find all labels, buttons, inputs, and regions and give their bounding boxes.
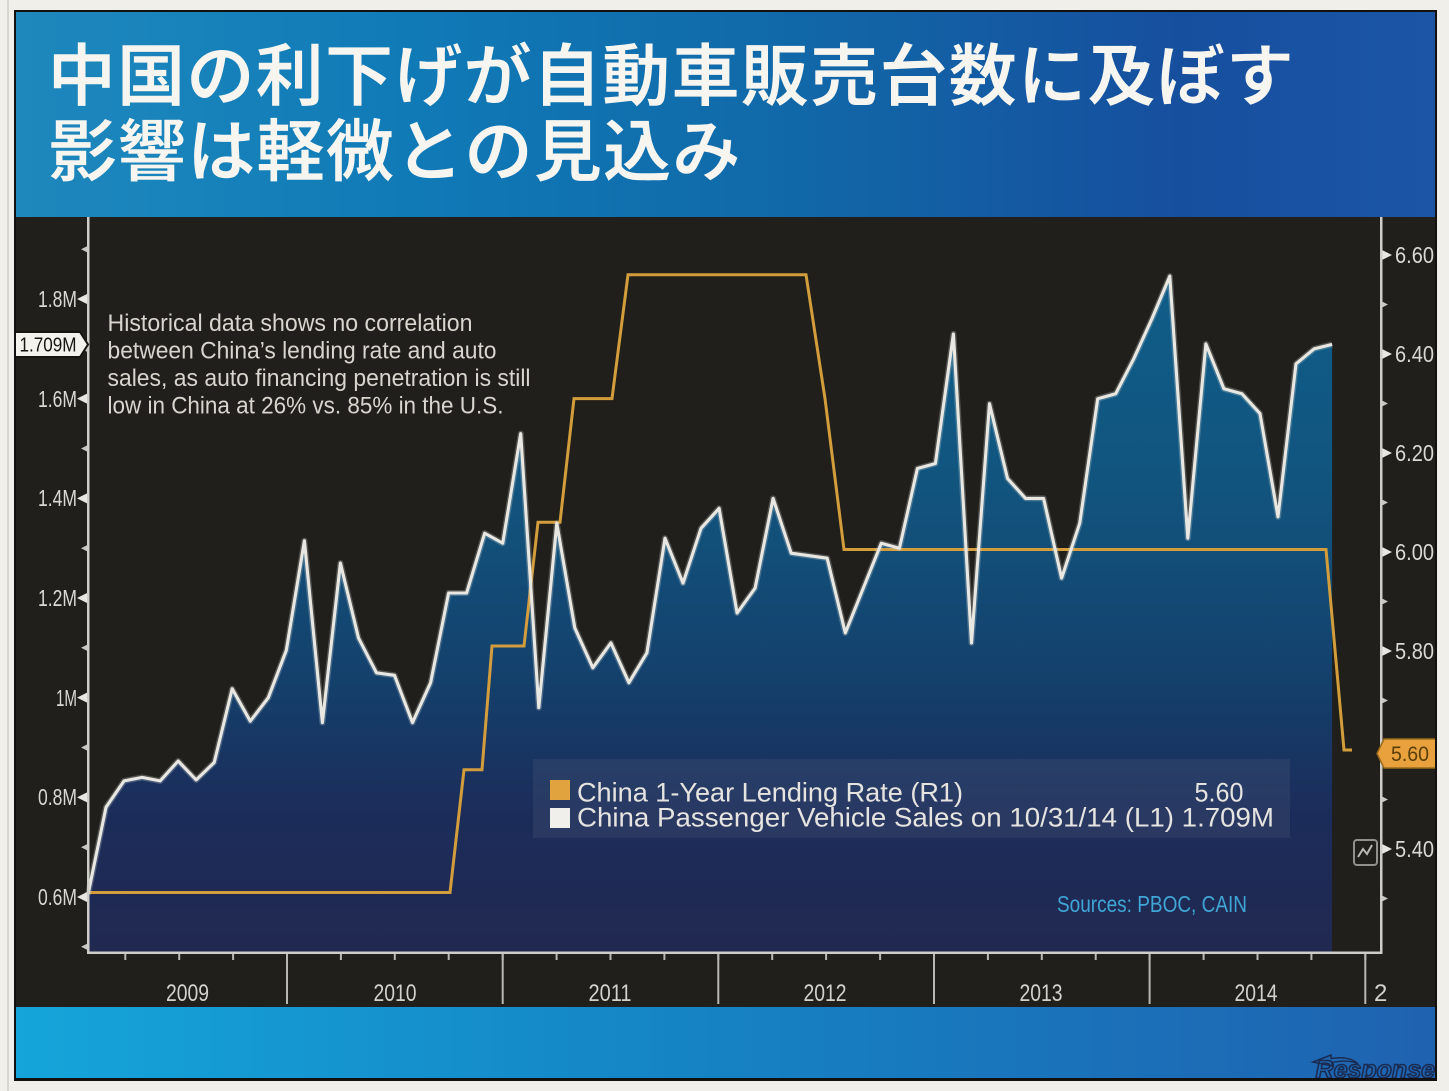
svg-text:China 1-Year Lending Rate (R1): China 1-Year Lending Rate (R1) (577, 778, 963, 808)
svg-text:Historical data shows no corre: Historical data shows no correlation (108, 310, 473, 337)
svg-text:0.8M: 0.8M (38, 784, 77, 810)
svg-text:2014: 2014 (1235, 980, 1278, 1007)
svg-text:1.4M: 1.4M (38, 485, 77, 511)
svg-text:Response: Response (1316, 1056, 1435, 1078)
svg-text:1.6M: 1.6M (38, 386, 77, 412)
svg-text:0.6M: 0.6M (38, 884, 77, 910)
svg-text:6.60: 6.60 (1395, 242, 1434, 268)
svg-text:between China’s lending rate a: between China’s lending rate and auto (108, 338, 497, 365)
svg-text:1.8M: 1.8M (38, 286, 77, 312)
svg-text:2012: 2012 (804, 980, 847, 1007)
svg-text:2011: 2011 (589, 980, 632, 1007)
svg-text:5.60: 5.60 (1195, 778, 1244, 808)
svg-text:6.20: 6.20 (1395, 440, 1434, 466)
svg-text:5.80: 5.80 (1395, 638, 1434, 664)
svg-text:1M: 1M (56, 685, 77, 711)
svg-text:low in China at 26% vs. 85% in: low in China at 26% vs. 85% in the U.S. (108, 393, 504, 420)
svg-text:Sources: PBOC, CAIN: Sources: PBOC, CAIN (1057, 891, 1247, 917)
svg-text:2: 2 (1374, 980, 1387, 1007)
svg-text:2013: 2013 (1020, 980, 1063, 1007)
svg-text:5.40: 5.40 (1395, 836, 1434, 862)
svg-text:2009: 2009 (166, 980, 209, 1007)
svg-text:1.709M: 1.709M (20, 335, 77, 357)
svg-text:China Passenger Vehicle Sales: China Passenger Vehicle Sales on 10/31/1… (577, 803, 1274, 833)
svg-text:2010: 2010 (374, 980, 417, 1007)
svg-text:6.40: 6.40 (1395, 341, 1434, 367)
svg-text:1.2M: 1.2M (38, 585, 77, 611)
svg-text:6.00: 6.00 (1395, 539, 1434, 565)
svg-text:5.60: 5.60 (1391, 743, 1429, 766)
svg-text:sales, as auto financing penet: sales, as auto financing penetration is … (108, 365, 531, 392)
